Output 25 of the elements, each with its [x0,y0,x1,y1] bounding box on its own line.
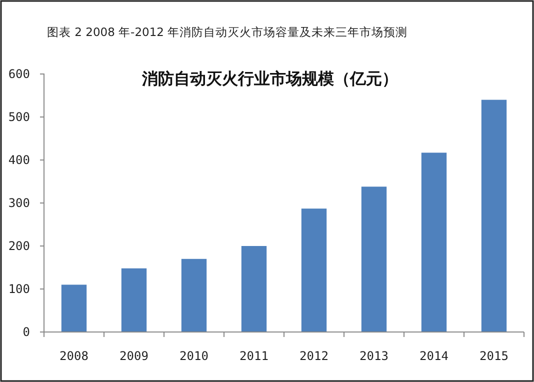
x-tick-label: 2014 [420,349,448,363]
y-tick-label: 0 [22,324,30,339]
x-tick-label: 2008 [60,349,88,363]
y-tick-label: 600 [8,66,30,81]
bar [421,152,447,332]
bar [121,268,147,332]
y-tick-label: 400 [8,152,30,167]
x-tick-label: 2012 [300,349,328,363]
x-tick-label: 2009 [120,349,148,363]
x-tick-label: 2011 [240,349,268,363]
x-tick-label: 2015 [480,349,508,363]
y-tick-label: 100 [8,282,30,296]
chart-subtitle: 图表 2 2008 年-2012 年消防自动灭火市场容量及未来三年市场预测 [47,25,408,39]
bar [301,208,327,332]
y-tick-label: 300 [8,196,30,210]
bar [181,258,207,332]
y-tick-label: 200 [8,238,30,253]
x-tick-label: 2010 [180,349,208,363]
bar [61,284,87,332]
x-tick-label: 2013 [360,349,388,363]
chart-title: 消防自动灭火行业市场规模（亿元） [141,69,398,88]
bar [241,246,267,332]
bar [361,186,387,332]
y-tick-label: 500 [8,110,30,124]
bar [481,100,507,332]
